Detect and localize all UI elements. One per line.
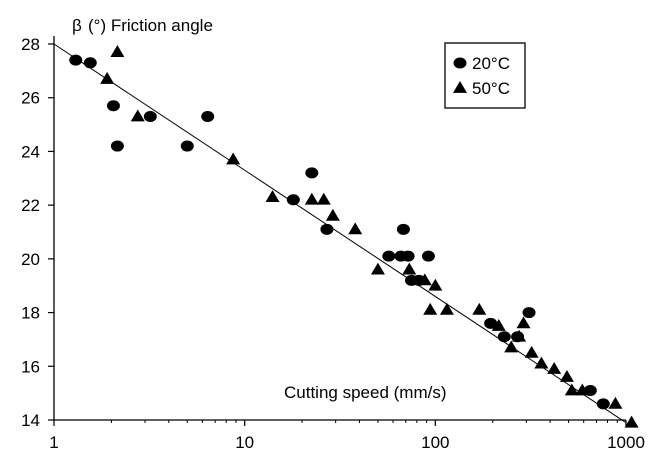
legend: 20°C 50°C [444,42,526,109]
data-point-triangle [512,329,527,342]
y-ticks: 14 16 18 20 22 24 26 28 [21,35,54,430]
data-point-triangle [100,71,115,84]
data-point-triangle [547,361,562,374]
data-point-circle [110,140,124,152]
data-points [69,45,639,428]
y-tick-label: 28 [21,35,40,54]
data-point-triangle [325,208,340,221]
data-point-triangle [130,109,145,122]
data-point-triangle [439,302,454,315]
y-tick-label: 24 [21,142,40,161]
x-tick-label: 100 [421,433,449,452]
data-point-triangle [524,345,539,358]
y-tick-label: 20 [21,250,40,269]
y-tick-label: 18 [21,304,40,323]
data-point-circle [201,111,215,123]
data-point-triangle [402,262,417,275]
y-axis-title: β (°) Friction angle [72,16,213,35]
legend-label: 20°C [472,54,510,73]
data-point-triangle [370,262,385,275]
x-axis-title: Cutting speed (mm/s) [284,383,447,402]
y-tick-label: 14 [21,411,40,430]
x-tick-label: 10 [235,433,254,452]
data-point-triangle [316,192,331,205]
x-ticks: 1 10 100 1000 [49,420,645,452]
data-point-triangle [559,370,574,382]
data-point-triangle [516,316,531,329]
legend-marker-triangle [453,81,467,93]
data-point-circle [484,317,498,329]
data-point-circle [305,167,319,179]
data-point-circle [596,398,610,410]
data-point-triangle [348,222,363,235]
data-point-triangle [423,302,438,315]
data-point-circle [83,57,97,69]
y-axis-title-symbol: β [72,16,82,35]
data-point-circle [497,331,511,343]
y-tick-label: 22 [21,196,40,215]
data-point-circle [522,307,536,319]
data-point-circle [69,54,83,66]
y-tick-label: 16 [21,357,40,376]
data-point-triangle [534,356,549,369]
data-point-triangle [428,278,443,291]
data-point-triangle [265,190,280,202]
x-tick-label: 1 [49,433,58,452]
y-axis-title-text: (°) Friction angle [88,16,213,35]
data-point-circle [401,250,415,262]
data-point-triangle [624,415,639,428]
data-point-circle [421,250,435,262]
data-point-circle [143,111,157,123]
data-point-triangle [608,396,623,409]
data-point-circle [382,250,396,262]
data-point-triangle [110,45,125,57]
legend-box [444,42,526,109]
legend-items: 20°C 50°C [453,54,510,98]
data-point-triangle [504,340,519,353]
data-point-triangle [491,319,506,331]
data-point-triangle [564,383,579,396]
data-point-circle [396,223,410,235]
data-point-triangle [575,383,590,396]
axes: 1 10 100 1000 14 16 18 20 22 24 26 28 [21,35,645,452]
data-point-circle [286,194,300,206]
x-tick-label: 1000 [607,433,645,452]
data-point-circle [320,223,334,235]
data-point-triangle [226,152,241,165]
legend-label: 50°C [472,79,510,98]
data-point-triangle [417,273,432,286]
y-tick-label: 26 [21,89,40,108]
data-point-triangle [304,192,319,205]
data-point-circle [180,140,194,152]
data-point-circle [106,100,120,112]
data-point-triangle [472,302,487,315]
legend-marker-circle [453,57,467,69]
trendline [53,43,627,424]
